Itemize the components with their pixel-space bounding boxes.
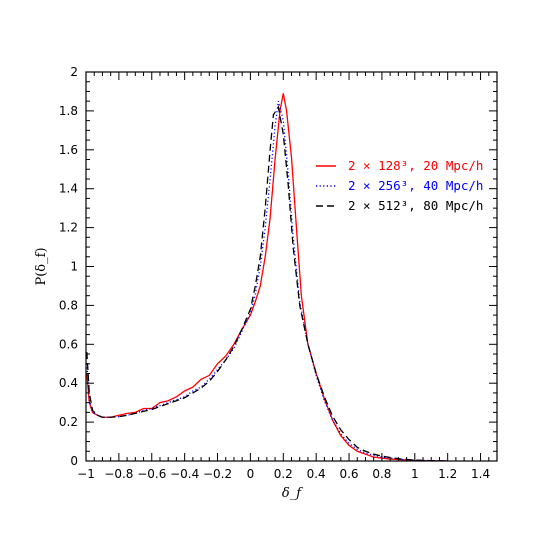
x-tick-label: 1.2 (438, 467, 457, 481)
y-tick-label: 1.4 (59, 182, 78, 196)
x-tick-label: 1 (411, 467, 419, 481)
x-tick-label: −0.2 (203, 467, 232, 481)
x-tick-label: 0.4 (307, 467, 326, 481)
series-line-2 (86, 101, 448, 461)
y-tick-label: 1 (70, 260, 78, 274)
y-tick-label: 2 (70, 65, 78, 79)
x-tick-label: 0 (247, 467, 255, 481)
x-tick-label: 0.8 (372, 467, 391, 481)
x-tick-label: −0.8 (104, 467, 133, 481)
x-tick-label: −0.4 (170, 467, 199, 481)
plot-area (86, 93, 448, 461)
x-tick-label: −1 (77, 467, 95, 481)
y-tick-label: 1.6 (59, 143, 78, 157)
legend-label-2: 2 × 256³, 40 Mpc/h (348, 178, 483, 193)
x-tick-label: 1.4 (471, 467, 490, 481)
y-tick-label: 0.6 (59, 337, 78, 351)
plot-frame (85, 71, 498, 462)
y-tick-label: 0.8 (59, 298, 78, 312)
legend-label-1: 2 × 128³, 20 Mpc/h (348, 158, 483, 173)
y-tick-label: 1.2 (59, 221, 78, 235)
y-tick-label: 0 (70, 454, 78, 468)
series-line-3 (86, 105, 448, 461)
y-tick-label: 0.4 (59, 376, 78, 390)
x-tick-label: 0.2 (274, 467, 293, 481)
x-axis-label: δ_f (282, 486, 303, 501)
y-axis-label: P(δ_f) (34, 247, 49, 285)
series-line-1 (86, 93, 448, 461)
legend-label-3: 2 × 512³, 80 Mpc/h (348, 198, 483, 213)
y-tick-label: 0.2 (59, 415, 78, 429)
y-axis: 0 0.2 0.4 0.6 0.8 1 1.2 1.4 1.6 1.8 2 (59, 65, 497, 468)
y-tick-label: 1.8 (59, 104, 78, 118)
x-tick-label: 0.6 (339, 467, 358, 481)
legend: 2 × 128³, 20 Mpc/h 2 × 256³, 40 Mpc/h 2 × … (316, 158, 483, 213)
x-tick-label: −0.6 (137, 467, 166, 481)
x-axis: −1 −0.8 −0.6 −0.4 −0.2 0 0.2 0.4 0.6 0.8 1 1.2 1.4 (77, 72, 498, 481)
